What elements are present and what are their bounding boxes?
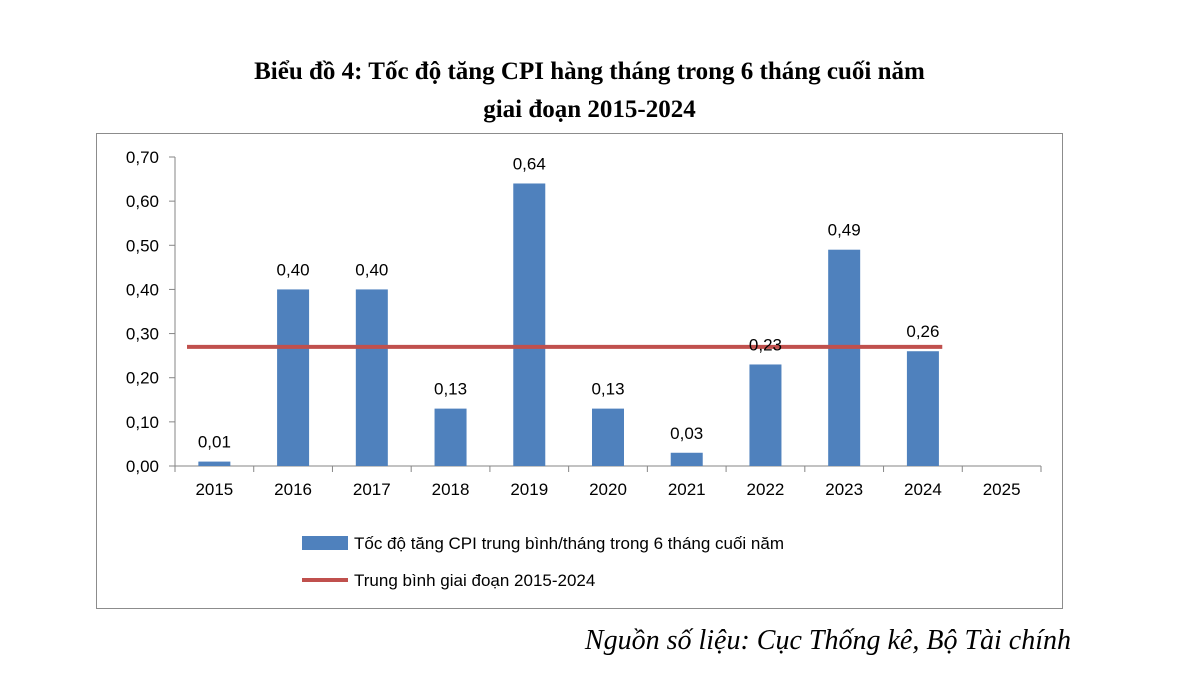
x-tick-label: 2016 bbox=[274, 480, 312, 499]
data-label-2023: 0,49 bbox=[828, 221, 861, 240]
legend-label-bar: Tốc độ tăng CPI trung bình/tháng trong 6… bbox=[354, 534, 784, 553]
source-note: Nguồn số liệu: Cục Thống kê, Bộ Tài chín… bbox=[584, 625, 1071, 656]
y-tick-label: 0,40 bbox=[126, 280, 159, 299]
bar-2018 bbox=[434, 408, 467, 466]
chart-title-line-1: Biểu đồ 4: Tốc độ tăng CPI hàng tháng tr… bbox=[254, 58, 925, 85]
chart-title-line-2: giai đoạn 2015-2024 bbox=[483, 96, 696, 123]
bar-2023 bbox=[828, 249, 861, 466]
bar-2017 bbox=[355, 289, 388, 466]
bar-2021 bbox=[670, 452, 703, 466]
x-tick-label: 2025 bbox=[983, 480, 1021, 499]
chart-frame: 0,00 0,10 0,20 0,30 0,40 0,50 0,60 0,70 2015 2016… bbox=[96, 133, 1063, 609]
bar-2015 bbox=[198, 461, 231, 466]
y-tick-label: 0,30 bbox=[126, 325, 159, 344]
data-label-2017: 0,40 bbox=[355, 260, 388, 279]
x-tick-label: 2018 bbox=[432, 480, 470, 499]
x-tick-label: 2017 bbox=[353, 480, 391, 499]
y-tick-label: 0,20 bbox=[126, 369, 159, 388]
legend-label-line: Trung bình giai đoạn 2015-2024 bbox=[354, 571, 595, 590]
x-tick-label: 2021 bbox=[668, 480, 706, 499]
bar-2016 bbox=[277, 289, 310, 466]
data-label-2016: 0,40 bbox=[277, 260, 310, 279]
x-tick-label: 2020 bbox=[589, 480, 627, 499]
x-tick-label: 2023 bbox=[825, 480, 863, 499]
y-tick-label: 0,70 bbox=[126, 148, 159, 167]
legend-swatch-bar bbox=[302, 536, 348, 550]
data-label-2019: 0,64 bbox=[513, 154, 546, 173]
bar-2019 bbox=[513, 183, 546, 466]
x-tick-label: 2024 bbox=[904, 480, 942, 499]
data-label-2022: 0,23 bbox=[749, 335, 782, 354]
data-label-2020: 0,13 bbox=[591, 380, 624, 399]
y-tick-label: 0,10 bbox=[126, 413, 159, 432]
data-label-2024: 0,26 bbox=[906, 322, 939, 341]
y-tick-label: 0,00 bbox=[126, 457, 159, 476]
x-tick-label: 2019 bbox=[510, 480, 548, 499]
bar-2022 bbox=[749, 364, 782, 466]
bar-2020 bbox=[592, 408, 624, 466]
bar-2024 bbox=[906, 351, 939, 466]
bar-chart: 0,00 0,10 0,20 0,30 0,40 0,50 0,60 0,70 2015 2016… bbox=[126, 148, 1042, 590]
y-tick-label: 0,60 bbox=[126, 192, 159, 211]
data-label-2018: 0,13 bbox=[434, 380, 467, 399]
data-label-2015: 0,01 bbox=[198, 433, 231, 452]
x-tick-label: 2015 bbox=[195, 480, 233, 499]
x-tick-label: 2022 bbox=[747, 480, 785, 499]
y-tick-label: 0,50 bbox=[126, 236, 159, 255]
data-label-2021: 0,03 bbox=[670, 424, 703, 443]
